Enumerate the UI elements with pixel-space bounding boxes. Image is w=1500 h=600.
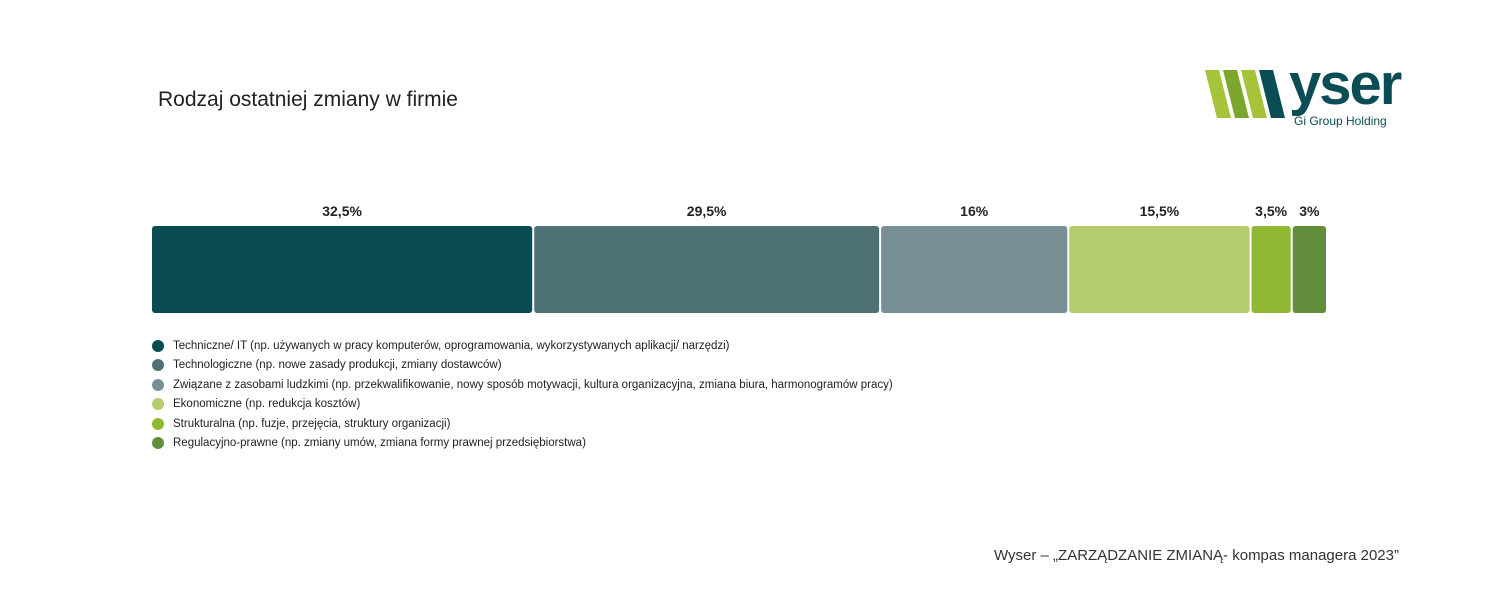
stacked-bar-chart: 32,5% 29,5% 16% 15,5% 3,5% 3% <box>152 203 1326 313</box>
data-label-3: 16% <box>960 203 989 219</box>
legend-item-1: Techniczne/ IT (np. używanych w pracy ko… <box>152 336 893 356</box>
legend-item-3: Związane z zasobami ludzkimi (np. przekw… <box>152 375 893 395</box>
legend-dot-icon <box>152 378 164 391</box>
data-label-5: 3,5% <box>1255 203 1287 219</box>
chart-title: Rodzaj ostatniej zmiany w firmie <box>158 88 458 111</box>
legend-label: Strukturalna (np. fuzje, przejęcia, stru… <box>173 417 451 430</box>
legend-dot-icon <box>152 359 164 372</box>
bar-segment-4 <box>1069 226 1250 313</box>
legend-label: Regulacyjno-prawne (np. zmiany umów, zmi… <box>173 437 586 450</box>
wyser-logo: yser Gi Group Holding <box>1205 56 1405 132</box>
legend-item-6: Regulacyjno-prawne (np. zmiany umów, zmi… <box>152 434 893 454</box>
legend-dot-icon <box>152 339 164 352</box>
legend-dot-icon <box>152 437 164 450</box>
logo-w-mark-icon <box>1205 70 1285 118</box>
legend-item-5: Strukturalna (np. fuzje, przejęcia, stru… <box>152 414 893 434</box>
legend-dot-icon <box>152 417 164 430</box>
legend-item-2: Technologiczne (np. nowe zasady produkcj… <box>152 356 893 376</box>
bar-segment-6 <box>1292 226 1326 313</box>
legend-label: Ekonomiczne (np. redukcja kosztów) <box>173 398 361 411</box>
bar-segment-5 <box>1251 226 1291 313</box>
legend-label: Techniczne/ IT (np. używanych w pracy ko… <box>173 339 730 352</box>
legend-dot-icon <box>152 398 164 411</box>
data-label-6: 3% <box>1299 203 1320 219</box>
legend-label: Związane z zasobami ludzkimi (np. przekw… <box>173 378 893 391</box>
chart-legend: Techniczne/ IT (np. używanych w pracy ko… <box>152 336 893 453</box>
legend-label: Technologiczne (np. nowe zasady produkcj… <box>173 359 502 372</box>
bar-segment-2 <box>534 226 880 313</box>
legend-item-4: Ekonomiczne (np. redukcja kosztów) <box>152 395 893 415</box>
data-label-1: 32,5% <box>322 203 362 219</box>
bar-segment-1 <box>152 226 533 313</box>
bar-segment-3 <box>881 226 1068 313</box>
data-label-2: 29,5% <box>687 203 727 219</box>
logo-wordmark: yser <box>1289 52 1402 117</box>
logo-subtitle: Gi Group Holding <box>1294 114 1387 128</box>
data-label-4: 15,5% <box>1140 203 1180 219</box>
source-caption: Wyser – „ZARZĄDZANIE ZMIANĄ- kompas mana… <box>994 547 1399 564</box>
